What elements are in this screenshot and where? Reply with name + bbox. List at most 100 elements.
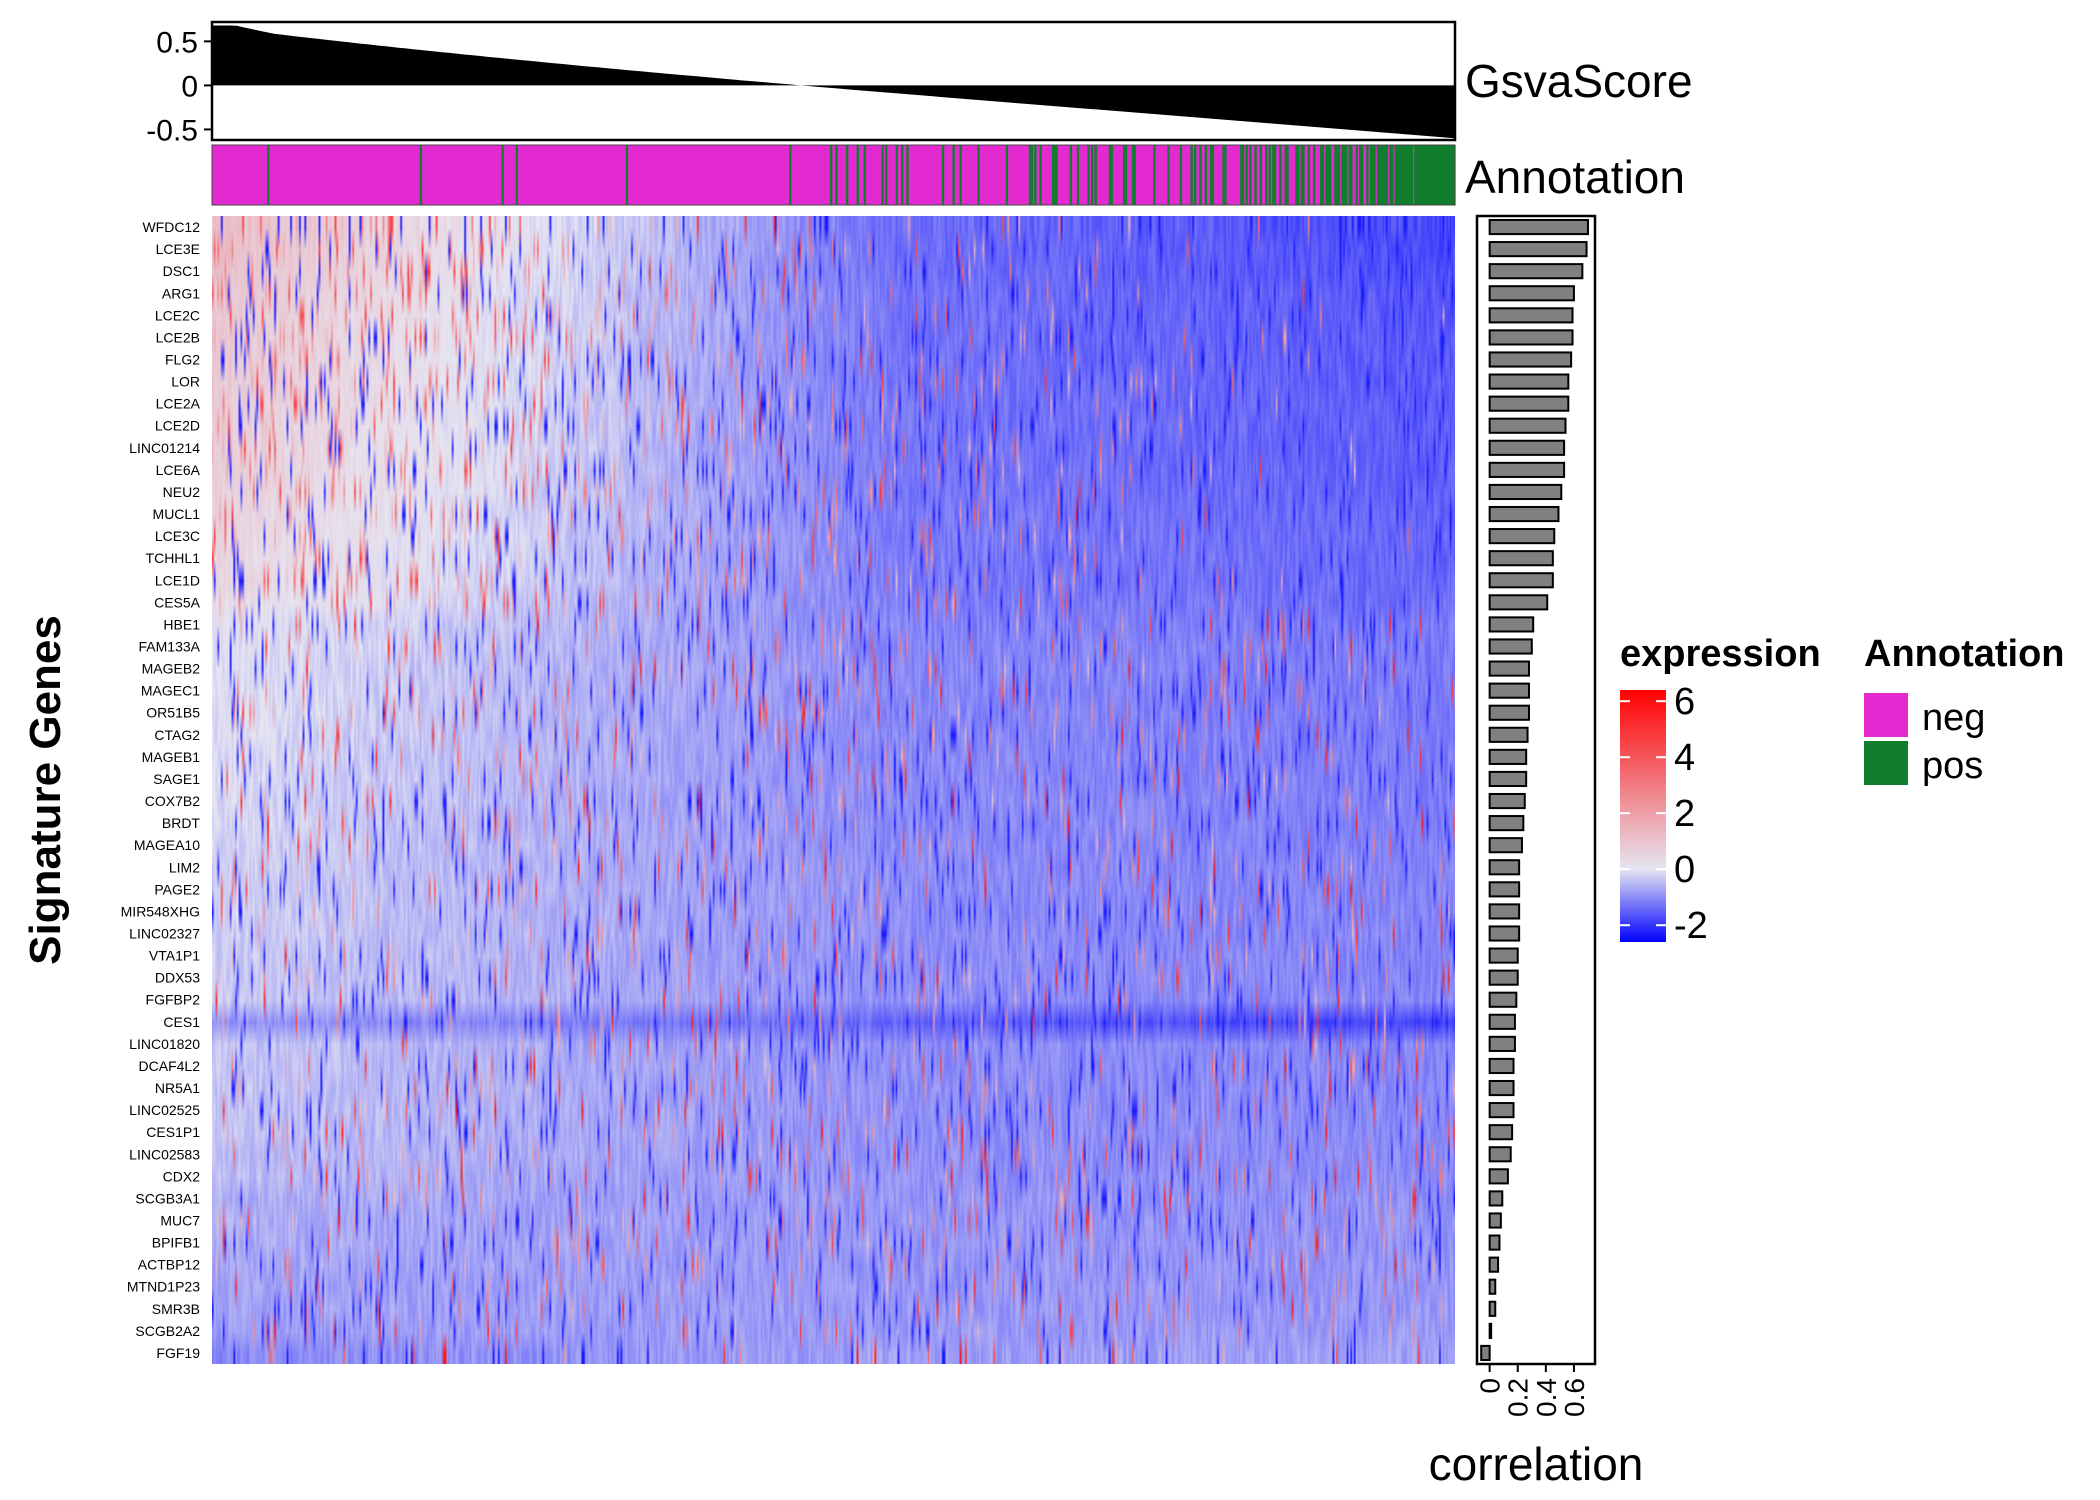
annotation-pos-sample bbox=[1424, 145, 1428, 205]
gene-label-CDX2: CDX2 bbox=[163, 1168, 201, 1184]
correlation-bar-CES5A bbox=[1488, 594, 1549, 611]
correlation-bar-LINC02583 bbox=[1488, 1146, 1512, 1163]
correlation-bar-LCE2C bbox=[1488, 307, 1574, 324]
annotation-pos-sample bbox=[1383, 145, 1387, 205]
annotation-pos-sample bbox=[1108, 145, 1112, 205]
annotation-pos-sample bbox=[1273, 145, 1277, 205]
gene-label-CES1: CES1 bbox=[163, 1014, 200, 1030]
expression-tick-label: 0 bbox=[1674, 849, 1695, 891]
expression-colorbar bbox=[1620, 690, 1666, 942]
annotation-pos-sample bbox=[1337, 145, 1341, 205]
gene-label-LCE1D: LCE1D bbox=[155, 572, 200, 588]
correlation-bar-MAGEA10 bbox=[1488, 837, 1523, 854]
annotation-pos-sample bbox=[1131, 145, 1135, 205]
legend-swatch-pos bbox=[1864, 741, 1908, 785]
annotation-pos-sample bbox=[1407, 145, 1410, 205]
gene-label-DDX53: DDX53 bbox=[155, 970, 200, 986]
annotation-pos-sample bbox=[884, 145, 888, 205]
annotation-pos-sample bbox=[1401, 145, 1405, 205]
gene-label-CES1P1: CES1P1 bbox=[146, 1124, 200, 1140]
annotation-pos-sample bbox=[1076, 145, 1080, 205]
gene-label-DCAF4L2: DCAF4L2 bbox=[139, 1058, 201, 1074]
annotation-pos-sample bbox=[1417, 145, 1421, 205]
annotation-pos-sample bbox=[1051, 145, 1055, 205]
y-axis-title: Signature Genes bbox=[21, 615, 70, 965]
correlation-bar-LINC02327 bbox=[1488, 925, 1521, 942]
annotation-pos-sample bbox=[1430, 145, 1433, 205]
annotation-pos-sample bbox=[1328, 145, 1332, 205]
annotation-pos-sample bbox=[941, 145, 945, 205]
gene-label-CES5A: CES5A bbox=[154, 594, 201, 610]
annotation-pos-sample bbox=[1341, 145, 1344, 205]
correlation-bar-COX7B2 bbox=[1488, 792, 1526, 810]
correlation-tick-label: 0.2 bbox=[1503, 1378, 1534, 1417]
gene-label-LCE3C: LCE3C bbox=[155, 528, 200, 544]
correlation-bar-CDX2 bbox=[1488, 1168, 1509, 1185]
annotation-pos-sample bbox=[1087, 145, 1090, 205]
correlation-bar-SCGB2A2 bbox=[1488, 1322, 1493, 1339]
annotation-pos-sample bbox=[906, 145, 909, 205]
correlation-bar-BRDT bbox=[1488, 815, 1525, 832]
correlation-bar-NEU2 bbox=[1488, 483, 1563, 501]
annotation-pos-sample bbox=[1348, 145, 1351, 205]
gene-label-MAGEC1: MAGEC1 bbox=[141, 683, 200, 699]
annotation-pos-sample bbox=[1433, 145, 1437, 205]
annotation-pos-sample bbox=[1376, 145, 1380, 205]
gene-label-SMR3B: SMR3B bbox=[152, 1301, 200, 1317]
annotation-strip bbox=[212, 145, 1456, 205]
annotation-pos-sample bbox=[1302, 145, 1305, 205]
gene-label-BPIFB1: BPIFB1 bbox=[152, 1235, 200, 1251]
correlation-panel: 00.20.40.6 correlation bbox=[1429, 214, 1643, 1490]
gene-label-LINC02525: LINC02525 bbox=[129, 1102, 200, 1118]
annotation-pos-sample bbox=[1124, 145, 1128, 205]
annotation-pos-sample bbox=[1359, 145, 1362, 205]
gene-label-SCGB2A2: SCGB2A2 bbox=[135, 1323, 200, 1339]
annotation-pos-sample bbox=[863, 145, 867, 205]
annotation-pos-sample bbox=[1325, 145, 1328, 205]
gsva-tick-label: -0.5 bbox=[146, 114, 198, 147]
annotation-pos-sample bbox=[1034, 145, 1037, 205]
correlation-bar-FGF19 bbox=[1480, 1344, 1491, 1362]
correlation-bar-MIR548XHG bbox=[1488, 903, 1521, 920]
gene-label-COX7B2: COX7B2 bbox=[145, 793, 200, 809]
correlation-bar-SMR3B bbox=[1488, 1300, 1497, 1317]
correlation-bar-LCE6A bbox=[1488, 461, 1566, 478]
annotation-pos-sample bbox=[829, 145, 833, 205]
annotation-pos-sample bbox=[1259, 145, 1263, 205]
annotation-frame bbox=[211, 144, 1456, 206]
correlation-bar-MAGEC1 bbox=[1488, 682, 1530, 699]
annotation-pos-sample bbox=[1408, 145, 1412, 205]
annotation-pos-sample bbox=[1410, 145, 1413, 205]
gene-label-LINC02583: LINC02583 bbox=[129, 1146, 200, 1162]
annotation-pos-sample bbox=[1055, 145, 1058, 205]
correlation-bar-LCE2A bbox=[1488, 395, 1570, 412]
legend-swatch-neg bbox=[1864, 693, 1908, 737]
gene-labels: WFDC12 LCE3E DSC1 ARG1 LCE2C LCE2B FLG2 LOR LCE2… bbox=[121, 219, 201, 1361]
correlation-bar-FAM133A bbox=[1488, 638, 1533, 655]
annotation-pos-sample bbox=[900, 145, 904, 205]
gene-label-LIM2: LIM2 bbox=[169, 859, 200, 875]
annotation-pos-sample bbox=[1399, 145, 1403, 205]
correlation-bar-FGFBP2 bbox=[1488, 991, 1518, 1008]
gene-label-TCHHL1: TCHHL1 bbox=[146, 550, 201, 566]
annotation-pos-sample bbox=[881, 145, 884, 205]
correlation-bar-LCE3C bbox=[1488, 528, 1556, 545]
correlation-bar-LCE2B bbox=[1488, 329, 1574, 346]
gene-label-ACTBP12: ACTBP12 bbox=[138, 1257, 200, 1273]
annotation-pos-sample bbox=[1153, 145, 1156, 205]
gene-label-LINC01214: LINC01214 bbox=[129, 440, 200, 456]
gene-label-LOR: LOR bbox=[171, 374, 200, 390]
annotation-pos-sample bbox=[1423, 145, 1426, 205]
annotation-pos-sample bbox=[1094, 145, 1097, 205]
annotation-pos-sample bbox=[1453, 145, 1456, 205]
correlation-bar-ACTBP12 bbox=[1488, 1256, 1500, 1273]
gene-label-ARG1: ARG1 bbox=[162, 285, 200, 301]
expression-tick-label: 2 bbox=[1674, 793, 1695, 835]
gene-label-MUCL1: MUCL1 bbox=[153, 506, 201, 522]
correlation-bar-LCE1D bbox=[1488, 572, 1554, 589]
annotation-pos-sample bbox=[1336, 145, 1339, 205]
correlation-bar-MUC7 bbox=[1488, 1212, 1502, 1229]
legend-label-neg: neg bbox=[1922, 697, 1985, 739]
annotation-pos-sample bbox=[1431, 145, 1435, 205]
